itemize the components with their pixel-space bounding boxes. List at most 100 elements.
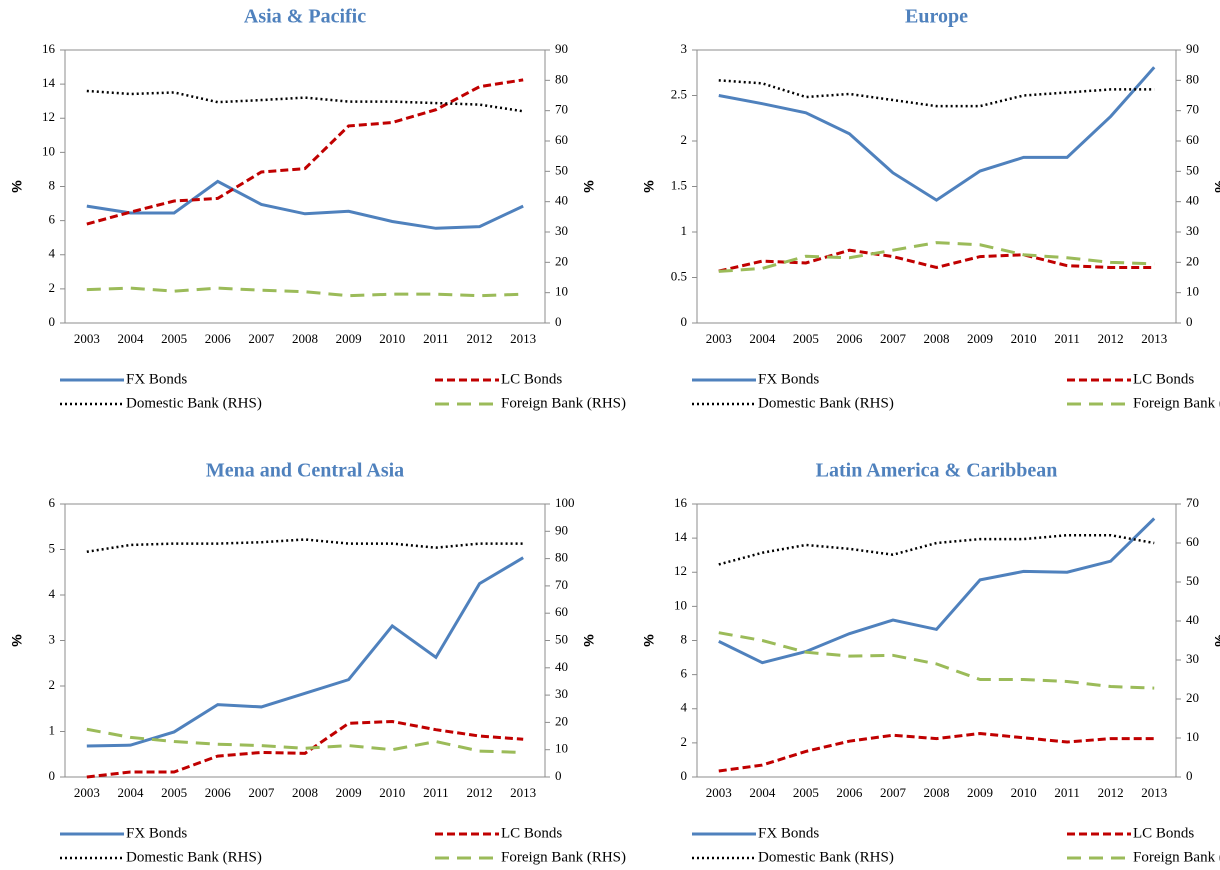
x-tick-label: 2009	[967, 785, 993, 800]
y2-tick-label: 60	[555, 132, 568, 147]
y2-tick-label: 50	[1186, 162, 1199, 177]
x-tick-label: 2009	[336, 331, 362, 346]
y-tick-label: 4	[681, 700, 688, 715]
y-tick-label: 2	[681, 132, 688, 147]
plot-frame	[696, 503, 1177, 778]
y2-tick-label: 10	[1186, 284, 1199, 299]
x-tick-label: 2005	[793, 331, 819, 346]
y2-tick-label: 0	[555, 768, 562, 783]
series-line	[718, 631, 1155, 690]
series-line	[718, 731, 1155, 773]
x-tick-label: 2007	[248, 785, 275, 800]
x-tick-label: 2008	[292, 785, 318, 800]
y2-tick-label: 50	[1186, 573, 1199, 588]
y2-tick-label: 60	[555, 604, 568, 619]
series-line	[718, 66, 1156, 202]
y-tick-label: 12	[42, 109, 55, 124]
x-tick-label: 2004	[117, 331, 144, 346]
x-tick-label: 2011	[423, 785, 449, 800]
x-tick-label: 2007	[880, 785, 907, 800]
legend-label: Foreign Bank (RHS)	[1133, 849, 1220, 865]
y2-tick-label: 90	[555, 522, 568, 537]
x-tick-label: 2010	[1011, 785, 1037, 800]
x-tick-label: 2004	[749, 785, 776, 800]
x-tick-label: 2013	[1141, 331, 1167, 346]
x-tick-label: 2007	[248, 331, 275, 346]
legend-label: FX Bonds	[758, 371, 819, 387]
y2-tick-label: 50	[555, 162, 568, 177]
legend-label: FX Bonds	[758, 825, 819, 841]
y2-tick-label: 0	[555, 314, 562, 329]
x-tick-label: 2011	[1054, 331, 1080, 346]
chart-title: Latin America & Caribbean	[816, 460, 1058, 482]
y2-tick-label: 10	[555, 741, 568, 756]
y-tick-label: 0	[681, 314, 688, 329]
x-tick-label: 2011	[1054, 785, 1080, 800]
y2-axis-label: %	[581, 634, 597, 647]
legend-label: Domestic Bank (RHS)	[758, 395, 894, 411]
y2-tick-label: 90	[555, 41, 568, 56]
x-tick-label: 2006	[836, 785, 863, 800]
chart-title: Mena and Central Asia	[206, 460, 404, 482]
x-tick-label: 2010	[1011, 331, 1037, 346]
y2-tick-label: 70	[1186, 495, 1199, 510]
legend-label: FX Bonds	[126, 825, 187, 841]
series-line	[86, 286, 524, 298]
series-line	[86, 89, 524, 113]
y-tick-label: 2	[681, 734, 688, 749]
series-line	[718, 79, 1155, 108]
x-tick-label: 2006	[205, 331, 232, 346]
x-tick-label: 2010	[379, 331, 405, 346]
chart-title: Asia & Pacific	[244, 6, 366, 28]
legend-label: LC Bonds	[501, 371, 562, 387]
x-tick-label: 2013	[510, 785, 536, 800]
y2-tick-label: 70	[1186, 102, 1199, 117]
y-tick-label: 4	[49, 246, 56, 261]
series-line	[718, 517, 1156, 665]
y-axis-label: %	[641, 634, 657, 647]
y2-tick-label: 80	[555, 71, 568, 86]
y-tick-label: 1	[681, 223, 688, 238]
y-tick-label: 0	[49, 314, 56, 329]
x-tick-label: 2011	[423, 331, 449, 346]
y2-tick-label: 40	[1186, 612, 1199, 627]
y-tick-label: 14	[674, 529, 688, 544]
series-line	[86, 78, 524, 226]
x-tick-label: 2004	[117, 785, 144, 800]
y-tick-label: 6	[49, 495, 56, 510]
x-tick-label: 2006	[205, 785, 232, 800]
y-tick-label: 0.5	[671, 268, 687, 283]
y2-tick-label: 20	[1186, 253, 1199, 268]
chart-title: Europe	[905, 6, 968, 28]
x-tick-label: 2008	[924, 785, 950, 800]
y-axis-label: %	[9, 180, 25, 193]
y-tick-label: 3	[49, 631, 56, 646]
series-line	[718, 248, 1155, 273]
y2-tick-label: 40	[1186, 193, 1199, 208]
y2-tick-label: 70	[555, 577, 568, 592]
y2-tick-label: 10	[555, 284, 568, 299]
y-tick-label: 14	[42, 75, 56, 90]
legend-label: Foreign Bank (RHS)	[501, 395, 626, 411]
y-axis-label: %	[9, 634, 25, 647]
y-tick-label: 12	[674, 563, 687, 578]
y-tick-label: 6	[681, 666, 688, 681]
legend-label: Domestic Bank (RHS)	[126, 849, 262, 865]
x-tick-label: 2012	[467, 331, 493, 346]
x-tick-label: 2008	[292, 331, 318, 346]
y-tick-label: 10	[674, 597, 687, 612]
y2-tick-label: 20	[555, 253, 568, 268]
y-tick-label: 3	[681, 41, 688, 56]
y2-tick-label: 70	[555, 102, 568, 117]
x-tick-label: 2003	[74, 785, 100, 800]
legend-label: FX Bonds	[126, 371, 187, 387]
x-tick-label: 2003	[706, 785, 732, 800]
y2-tick-label: 60	[1186, 534, 1199, 549]
x-tick-label: 2009	[967, 331, 993, 346]
x-tick-label: 2007	[880, 331, 907, 346]
legend-label: LC Bonds	[1133, 825, 1194, 841]
y2-axis-label: %	[1212, 634, 1220, 647]
x-tick-label: 2012	[467, 785, 493, 800]
x-tick-label: 2003	[706, 331, 732, 346]
